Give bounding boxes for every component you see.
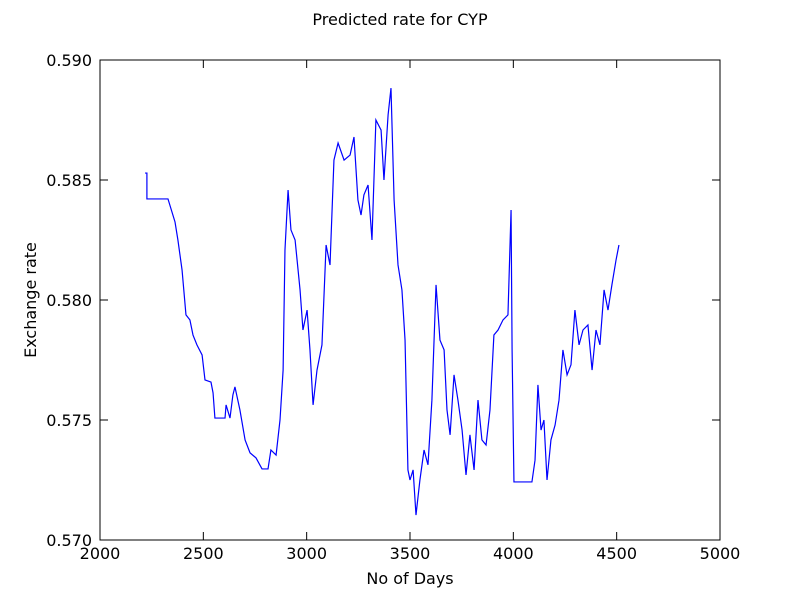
x-tick-label: 4500 — [596, 544, 637, 563]
plot-frame — [99, 59, 721, 541]
y-tick-label: 0.585 — [46, 171, 92, 190]
x-tick-label: 2500 — [183, 544, 224, 563]
x-tick-label: 3000 — [286, 544, 327, 563]
rate-line — [145, 88, 620, 516]
y-tick-label: 0.590 — [46, 51, 92, 70]
x-tick-label: 5000 — [700, 544, 741, 563]
y-axis-label: Exchange rate — [21, 242, 40, 358]
chart-title: Predicted rate for CYP — [312, 10, 488, 29]
y-tick-label: 0.575 — [46, 411, 92, 430]
y-tick-label: 0.580 — [46, 291, 92, 310]
x-tick-label: 3500 — [390, 544, 431, 563]
y-tick-label: 0.570 — [46, 531, 92, 550]
x-axis-label: No of Days — [366, 569, 453, 588]
x-tick-label: 2000 — [80, 544, 121, 563]
x-tick-label: 4000 — [493, 544, 534, 563]
